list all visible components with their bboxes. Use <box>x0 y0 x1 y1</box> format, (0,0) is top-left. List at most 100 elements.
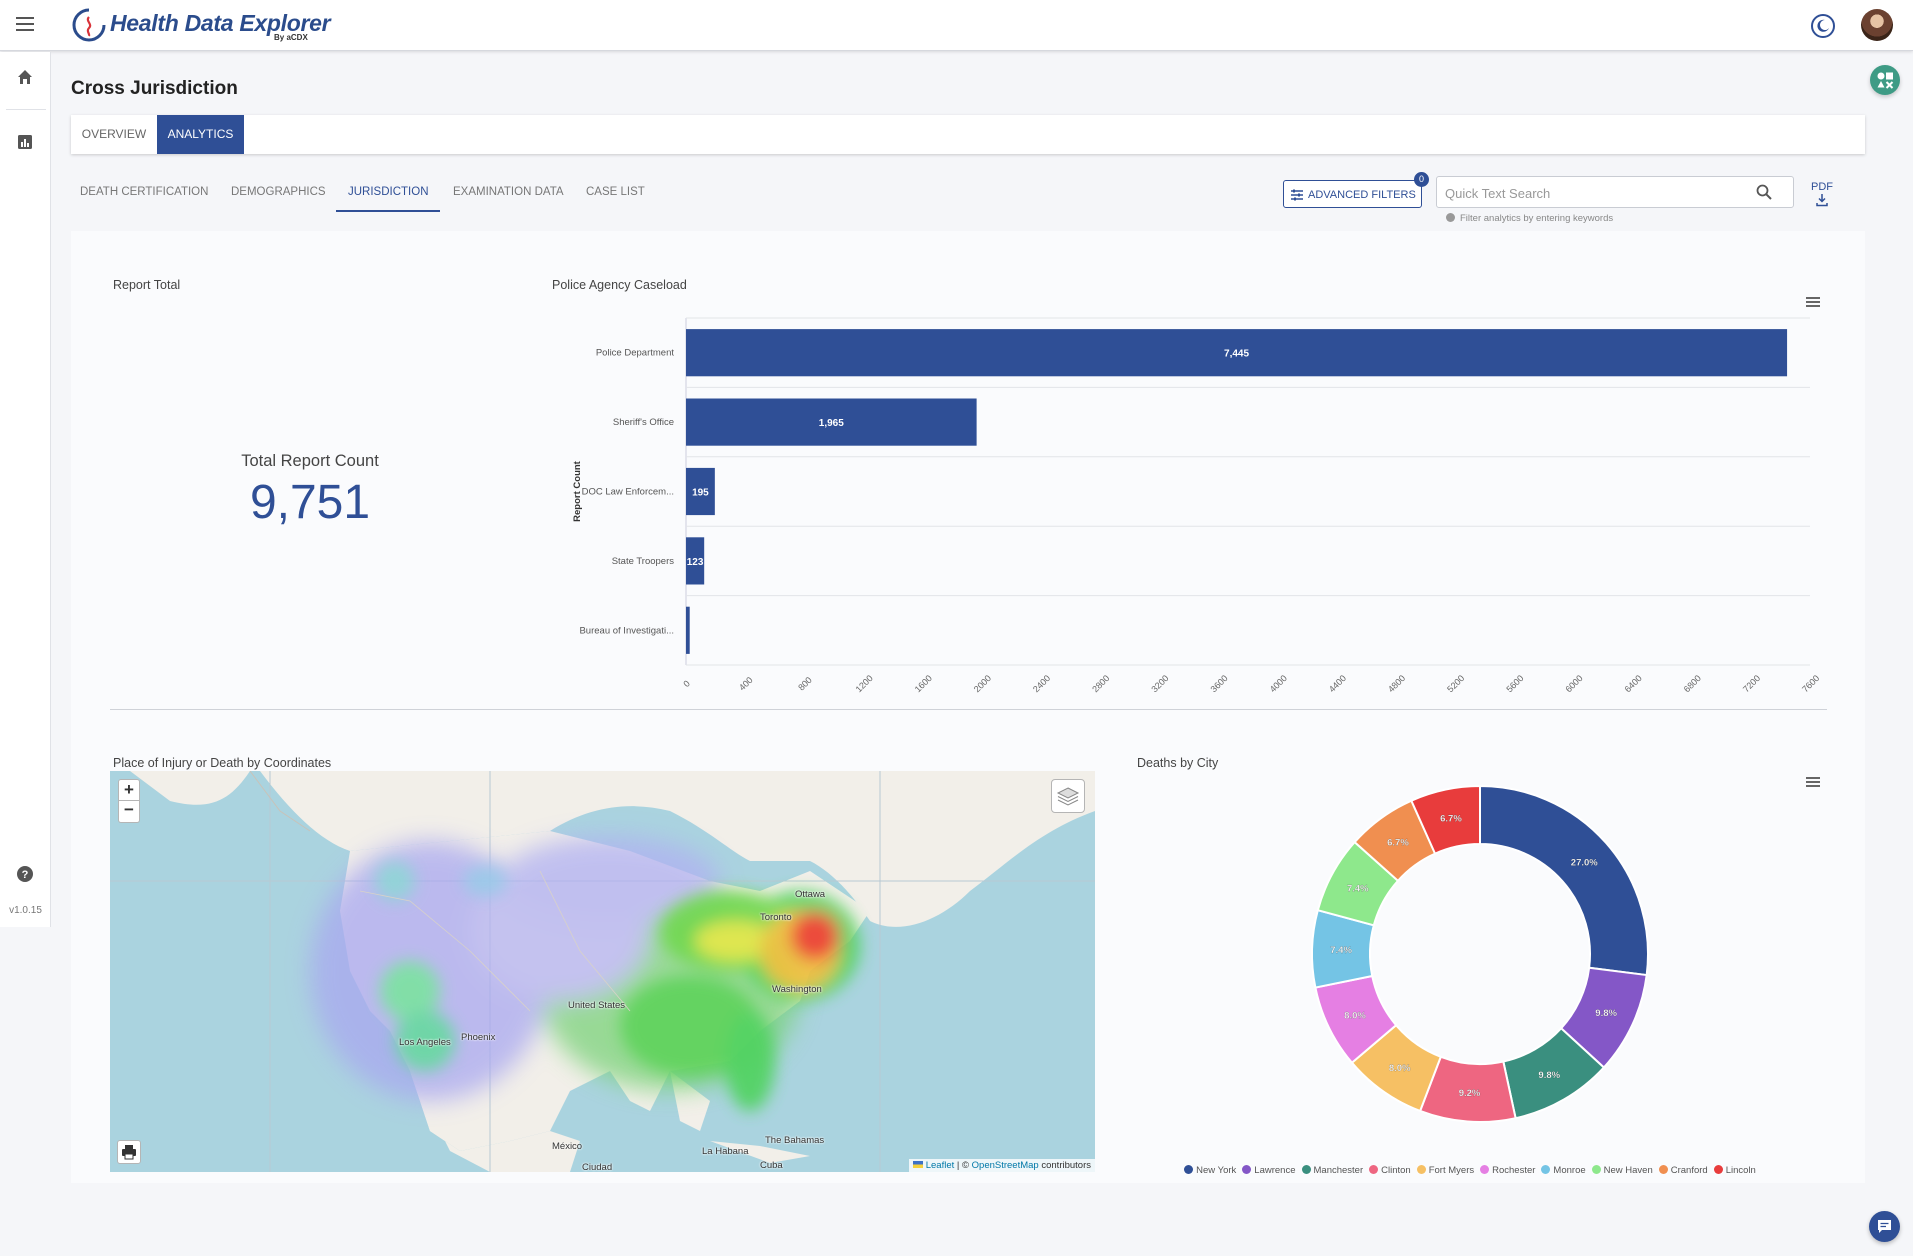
x-tick-label: 1600 <box>913 673 934 694</box>
app-version: v1.0.15 <box>9 905 42 916</box>
chat-button[interactable] <box>1869 1211 1900 1242</box>
x-tick-label: 1200 <box>854 673 875 694</box>
x-tick-label: 4400 <box>1327 673 1348 694</box>
quick-text-search <box>1436 176 1794 208</box>
category-label: Sheriff's Office <box>613 417 674 428</box>
legend-swatch <box>1480 1165 1490 1174</box>
x-tick-label: 2400 <box>1031 673 1052 694</box>
legend-item[interactable]: Lawrence <box>1242 1165 1296 1176</box>
search-icon[interactable] <box>1755 183 1773 201</box>
search-hint-text: Filter analytics by entering keywords <box>1460 213 1614 224</box>
x-tick-label: 3200 <box>1149 673 1170 694</box>
flag-icon <box>912 1161 923 1168</box>
subtab-demographics[interactable]: DEMOGRAPHICS <box>231 186 326 198</box>
settings-fab-icon[interactable] <box>1870 65 1900 95</box>
bar-2 <box>686 467 715 516</box>
search-hint: Filter analytics by entering keywords <box>1446 213 1613 224</box>
active-subtab-indicator <box>336 210 440 212</box>
attribution-sep: | © <box>954 1160 972 1171</box>
tab-overview[interactable]: OVERVIEW <box>81 127 147 141</box>
help-icon[interactable]: ? <box>16 865 34 883</box>
map-label-toronto: Toronto <box>760 912 792 923</box>
tab-analytics[interactable]: ANALYTICS <box>157 115 244 154</box>
donut-slice-9 <box>1410 784 1481 855</box>
map-tiles <box>110 771 1095 1172</box>
donut-legend: New York Lawrence Manchester Clinton Fort My… <box>1120 1160 1820 1178</box>
heatmap-map[interactable]: Ottawa Toronto United States Washington … <box>110 771 1095 1172</box>
printer-icon <box>122 1145 136 1160</box>
map-label-washington: Washington <box>772 984 822 995</box>
legend-item[interactable]: Rochester <box>1480 1165 1535 1176</box>
subtab-death-certification[interactable]: DEATH CERTIFICATION <box>80 186 209 198</box>
analytics-icon[interactable] <box>16 133 34 151</box>
attribution-tail: contributors <box>1038 1160 1091 1171</box>
legend-item[interactable]: Cranford <box>1658 1165 1708 1176</box>
legend-label: Fort Myers <box>1428 1165 1475 1176</box>
search-input[interactable] <box>1445 183 1745 203</box>
x-tick-label: 7200 <box>1741 673 1762 694</box>
legend-item[interactable]: New York <box>1184 1165 1236 1176</box>
legend-swatch <box>1591 1165 1601 1174</box>
map-label-the-bahamas: The Bahamas <box>765 1135 825 1146</box>
zoom-in-button[interactable]: + <box>118 779 140 801</box>
slice-label: 7.4% <box>1347 883 1369 894</box>
slice-label: 9.2% <box>1459 1088 1481 1099</box>
slice-label: 9.8% <box>1538 1070 1560 1081</box>
legend-item[interactable]: Monroe <box>1541 1165 1586 1176</box>
advanced-filters-label: ADVANCED FILTERS <box>1308 189 1416 201</box>
home-icon[interactable] <box>16 68 34 86</box>
print-map-button[interactable] <box>117 1140 141 1164</box>
category-label: Bureau of Investigati... <box>579 625 674 636</box>
legend-item[interactable]: Clinton <box>1369 1165 1411 1176</box>
x-tick-label: 0 <box>681 678 692 689</box>
x-tick-label: 800 <box>796 675 814 693</box>
legend-label: Monroe <box>1553 1165 1586 1176</box>
section-divider <box>110 709 1827 710</box>
x-tick-label: 400 <box>737 675 755 693</box>
data-label: 123 <box>687 557 704 568</box>
page-title: Cross Jurisdiction <box>71 78 238 99</box>
zoom-out-button[interactable]: − <box>118 801 140 823</box>
x-tick-label: 5600 <box>1504 673 1525 694</box>
advanced-filters-button[interactable]: ADVANCED FILTERS <box>1283 180 1422 208</box>
caseload-chart-menu-icon[interactable] <box>1806 297 1820 307</box>
layers-button[interactable] <box>1051 779 1085 813</box>
caseload-chart-title: Police Agency Caseload <box>552 278 687 292</box>
legend-label: Lincoln <box>1725 1165 1756 1176</box>
legend-swatch <box>1541 1165 1551 1174</box>
subtab-case-list[interactable]: CASE LIST <box>586 186 645 198</box>
dark-mode-icon[interactable] <box>1810 13 1836 39</box>
slice-label: 9.8% <box>1595 1008 1617 1019</box>
subtab-examination-data[interactable]: EXAMINATION DATA <box>453 186 564 198</box>
layers-icon <box>1056 787 1080 806</box>
pdf-download-button[interactable]: PDF <box>1809 181 1835 211</box>
leaflet-link[interactable]: Leaflet <box>925 1160 955 1171</box>
donut-slice-0 <box>1479 784 1649 977</box>
main-tabs: OVERVIEW ANALYTICS <box>71 115 1865 154</box>
x-tick-label: 6800 <box>1682 673 1703 694</box>
map-title: Place of Injury or Death by Coordinates <box>113 756 332 770</box>
x-tick-label: 5200 <box>1445 673 1466 694</box>
legend-item[interactable]: Manchester <box>1301 1165 1363 1176</box>
city-chart-menu-icon[interactable] <box>1806 777 1820 787</box>
map-label-cuba: Cuba <box>760 1160 783 1171</box>
menu-icon[interactable] <box>16 17 34 31</box>
x-tick-label: 4000 <box>1268 673 1289 694</box>
subtab-jurisdiction[interactable]: JURISDICTION <box>348 186 429 198</box>
map-label-la-habana: La Habana <box>702 1146 749 1157</box>
osm-link[interactable]: OpenStreetMap <box>971 1160 1039 1171</box>
caseload-bar-chart: Police Department 7,445 Sheriff's Office 1,… <box>572 317 1820 694</box>
sidebar: ? v1.0.15 <box>0 52 51 927</box>
user-avatar[interactable] <box>1861 9 1893 41</box>
slice-label: 6.7% <box>1440 814 1462 825</box>
legend-item[interactable]: New Haven <box>1591 1165 1653 1176</box>
sidebar-divider <box>6 109 46 110</box>
legend-item[interactable]: Lincoln <box>1713 1165 1756 1176</box>
legend-label: New Haven <box>1603 1165 1653 1176</box>
data-label: 195 <box>692 488 709 499</box>
legend-item[interactable]: Fort Myers <box>1416 1165 1475 1176</box>
bar-0 <box>686 329 1788 377</box>
logo-mark-icon <box>72 8 106 42</box>
map-label-phoenix: Phoenix <box>461 1032 496 1043</box>
map-label-ciudad: Ciudad <box>582 1162 613 1172</box>
